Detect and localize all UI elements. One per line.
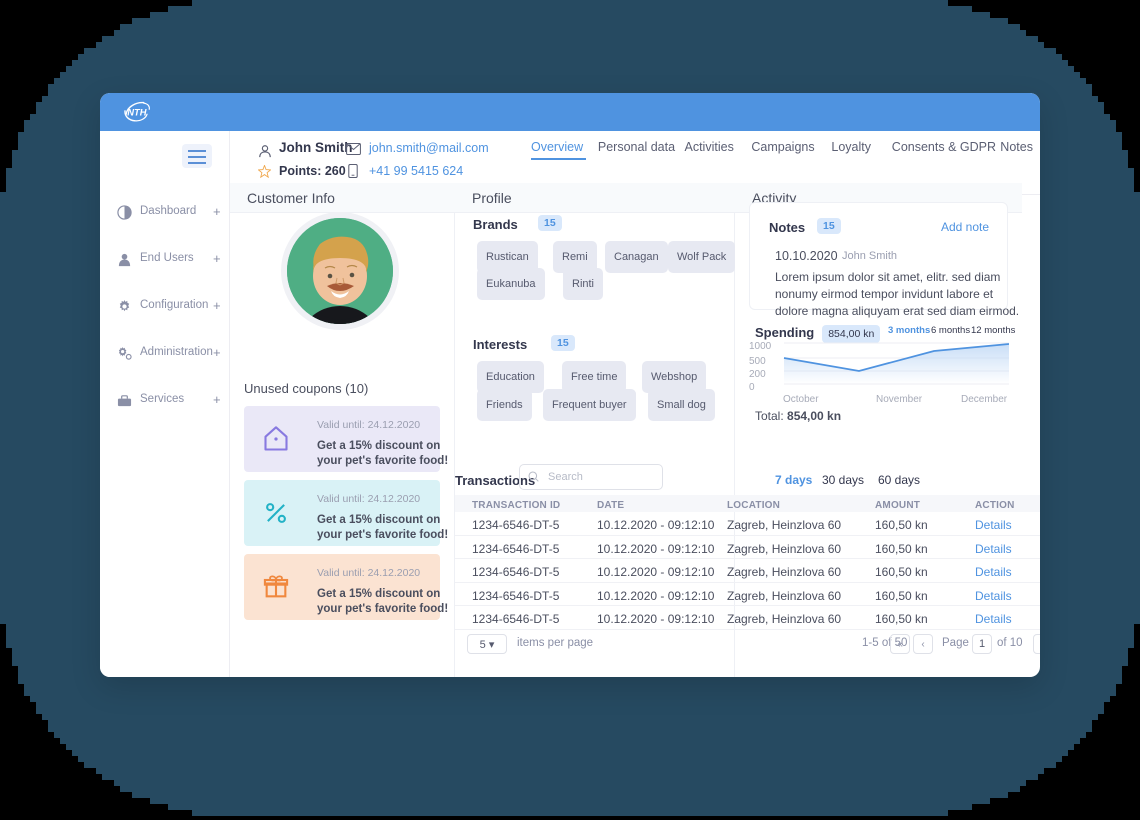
- svg-text:NTH: NTH: [127, 107, 146, 117]
